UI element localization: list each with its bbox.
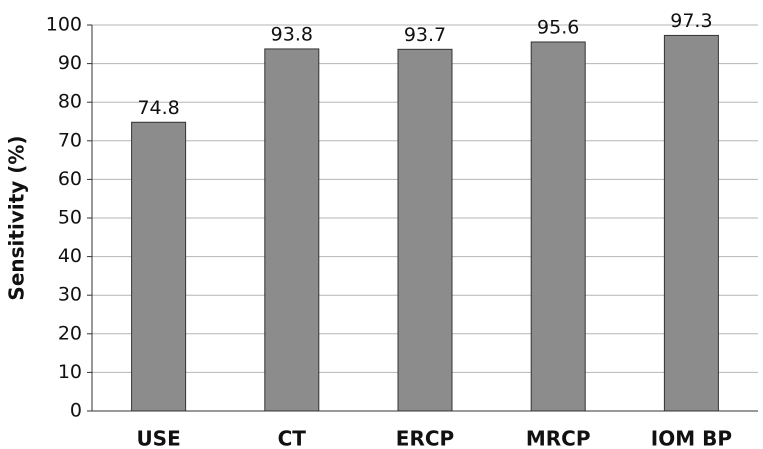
bar — [663, 34, 719, 412]
y-axis-label: Sensitivity (%) — [5, 135, 29, 300]
bar — [131, 121, 187, 412]
x-tick-label: ERCP — [396, 427, 454, 449]
y-tick-label: 50 — [58, 207, 82, 229]
x-tick-label: IOM BP — [651, 427, 732, 449]
y-tick-label: 30 — [58, 284, 82, 306]
y-tick-label: 60 — [58, 168, 82, 190]
data-label: 74.8 — [137, 97, 179, 119]
bar — [264, 48, 320, 412]
y-tick-label: 90 — [58, 52, 82, 74]
data-label: 93.7 — [404, 24, 446, 46]
y-tick-label: 20 — [58, 322, 82, 344]
y-tick-label: 70 — [58, 129, 82, 151]
x-tick-label: USE — [136, 427, 180, 449]
bar — [397, 48, 453, 412]
x-tick-label: CT — [278, 427, 307, 449]
data-label: 97.3 — [670, 10, 712, 32]
y-tick-label: 100 — [46, 14, 82, 36]
data-label: 93.8 — [271, 23, 313, 45]
y-tick-label: 0 — [70, 400, 82, 422]
x-tick-label: MRCP — [526, 427, 591, 449]
y-tick-label: 10 — [58, 361, 82, 383]
y-tick-label: 40 — [58, 245, 82, 267]
data-label: 95.6 — [537, 16, 579, 38]
bar — [530, 41, 586, 412]
y-tick-label: 80 — [58, 91, 82, 113]
